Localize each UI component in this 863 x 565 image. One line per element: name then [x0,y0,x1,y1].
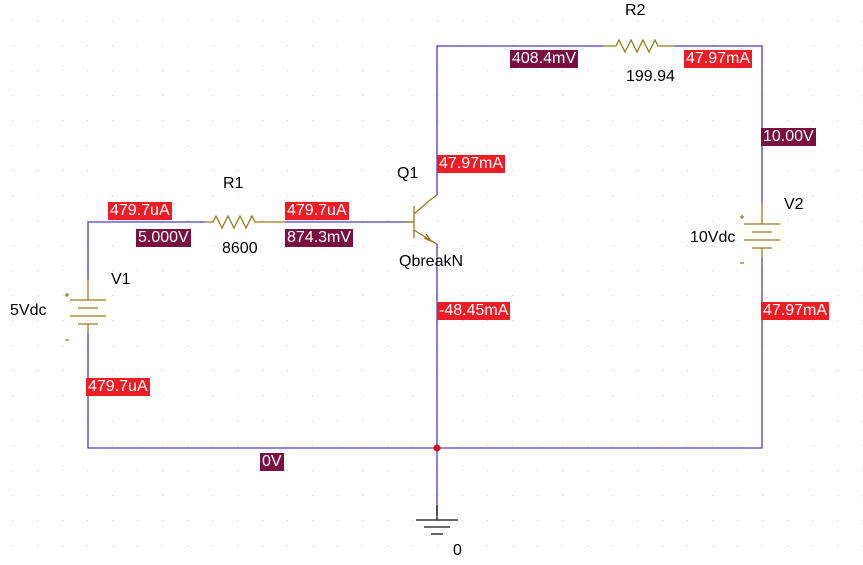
current-badge-q1-emitter: -48.45mA [437,302,511,320]
v2-ref-label: V2 [784,196,804,213]
current-badge-r1-right: 479.7uA [285,202,349,220]
r2-value-label: 199.94 [626,68,675,85]
current-badge-v2-bottom: 47.97mA [761,302,830,320]
v1-value-label: 5Vdc [10,302,47,319]
wire-q1c-r2 [436,45,603,195]
wire-v2-bottom [87,258,763,449]
battery-v2 [740,203,780,264]
v2-value-label: 10Vdc [690,229,736,246]
current-badge-r1-left: 479.7uA [108,202,172,220]
current-badge-v1-bottom: 479.7uA [86,378,150,396]
q1-ref-label: Q1 [397,165,419,182]
r2-ref-label: R2 [625,2,646,19]
battery-v1 [65,280,106,341]
ground-node-label: 0 [453,542,462,559]
resistor-r1 [205,214,285,230]
q1-model-label: QbreakN [399,253,464,270]
wire-r2-v2 [674,45,763,203]
ground-symbol [416,505,458,535]
resistor-r2 [603,38,674,54]
wires [87,45,763,515]
current-badge-r2-right: 47.97mA [684,50,753,68]
v1-ref-label: V1 [111,271,131,288]
voltage-badge-v2-top-node: 10.00V [761,128,816,146]
voltage-badge-v1-node: 5.000V [136,229,191,247]
r1-ref-label: R1 [223,175,244,192]
transistor-q1 [404,194,438,245]
junction-dot [433,444,441,452]
current-badge-q1-collector: 47.97mA [437,155,506,173]
voltage-badge-collector-node: 408.4mV [510,50,579,68]
voltage-badge-base-node: 874.3mV [285,229,354,247]
wire-v1-r1 [87,221,205,280]
r1-value-label: 8600 [222,240,258,257]
voltage-badge-ground-node: 0V [260,453,284,471]
